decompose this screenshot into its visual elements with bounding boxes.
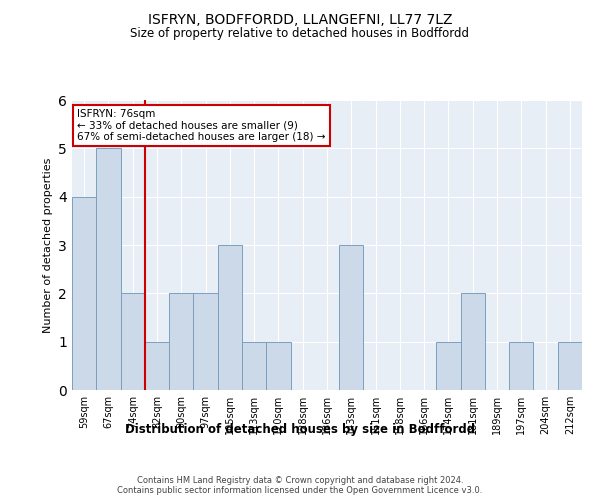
Bar (266, 342, 290, 390)
Bar (193, 294, 218, 390)
Bar (242, 342, 266, 390)
Text: Contains HM Land Registry data © Crown copyright and database right 2024.
Contai: Contains HM Land Registry data © Crown c… (118, 476, 482, 495)
Bar (218, 245, 242, 390)
Bar (436, 342, 461, 390)
Y-axis label: Number of detached properties: Number of detached properties (43, 158, 53, 332)
Text: ISFRYN: 76sqm
← 33% of detached houses are smaller (9)
67% of semi-detached hous: ISFRYN: 76sqm ← 33% of detached houses a… (77, 108, 326, 142)
Text: Distribution of detached houses by size in Bodffordd: Distribution of detached houses by size … (125, 422, 475, 436)
Bar (558, 342, 582, 390)
Bar (509, 342, 533, 390)
Bar (121, 294, 145, 390)
Text: Size of property relative to detached houses in Bodffordd: Size of property relative to detached ho… (131, 28, 470, 40)
Bar (72, 196, 96, 390)
Bar (461, 294, 485, 390)
Bar (169, 294, 193, 390)
Text: ISFRYN, BODFFORDD, LLANGEFNI, LL77 7LZ: ISFRYN, BODFFORDD, LLANGEFNI, LL77 7LZ (148, 12, 452, 26)
Bar (339, 245, 364, 390)
Bar (145, 342, 169, 390)
Bar (96, 148, 121, 390)
